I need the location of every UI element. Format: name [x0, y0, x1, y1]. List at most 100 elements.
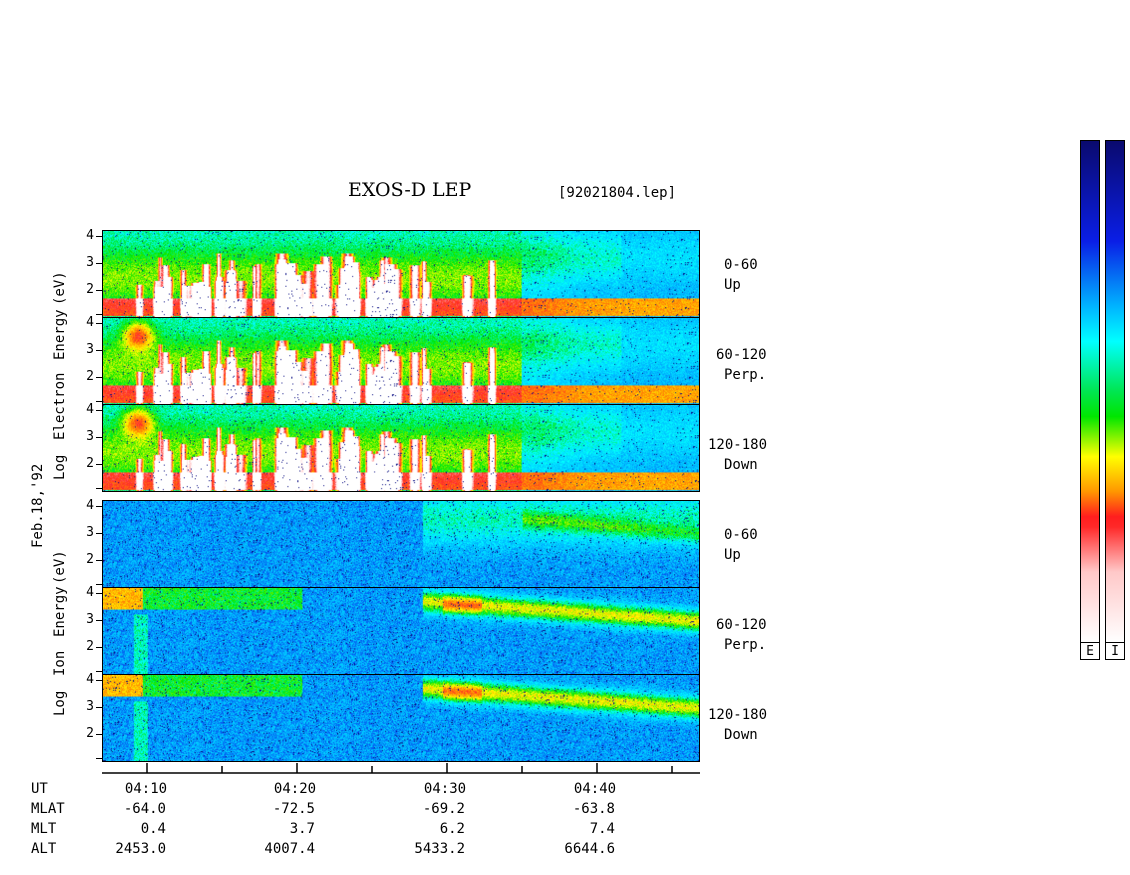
- y-tick-label: 4: [86, 315, 94, 330]
- y-tick-mark: [96, 533, 102, 534]
- colorbar-label-i: I: [1105, 642, 1125, 660]
- mlat-value-3: -69.2: [422, 801, 465, 817]
- y-tick-label: 4: [86, 672, 94, 687]
- y-tick-label: 2: [86, 282, 94, 297]
- panel-4-direction: Up: [724, 547, 741, 563]
- row-label-alt: ALT: [31, 841, 57, 857]
- y-tick-label: 2: [86, 726, 94, 741]
- ion-colorbar: [1105, 140, 1125, 643]
- row-label-mlt: MLT: [31, 821, 57, 837]
- date-label: Feb.18,'92: [30, 463, 46, 548]
- y-tick-mark: [96, 671, 102, 672]
- ut-value-3: 04:30: [423, 781, 467, 797]
- y-tick-mark: [96, 488, 102, 489]
- alt-value-1: 2453.0: [115, 841, 166, 857]
- electron-down-spectrogram: [103, 405, 699, 491]
- ion-ylabel-log: Log: [52, 690, 68, 716]
- ut-value-4: 04:40: [573, 781, 617, 797]
- electron-ylabel-unit: (eV): [52, 271, 68, 305]
- y-tick-label: 3: [86, 525, 94, 540]
- ion-ylabel-ion: Ion: [52, 650, 68, 676]
- y-tick-mark: [96, 464, 102, 465]
- y-tick-label: 4: [86, 498, 94, 513]
- y-tick-label: 2: [86, 369, 94, 384]
- mlt-value-2: 3.7: [289, 821, 315, 837]
- electron-ylabel-log: Log: [52, 454, 68, 480]
- y-tick-mark: [96, 290, 102, 291]
- y-tick-mark: [96, 647, 102, 648]
- y-tick-mark: [96, 506, 102, 507]
- ion-up-panel: [102, 500, 700, 588]
- electron-ylabel-electron: Electron: [52, 372, 68, 440]
- y-tick-mark: [96, 593, 102, 594]
- y-tick-mark: [96, 263, 102, 264]
- panel-1-direction: Up: [724, 277, 741, 293]
- panel-2-pitch: 60-120: [716, 347, 767, 363]
- y-tick-mark: [96, 584, 102, 585]
- file-name: [92021804.lep]: [558, 185, 677, 201]
- y-tick-mark: [96, 620, 102, 621]
- panel-5-direction: Perp.: [724, 637, 767, 653]
- y-tick-mark: [96, 323, 102, 324]
- y-tick-mark: [96, 350, 102, 351]
- y-tick-label: 2: [86, 552, 94, 567]
- y-tick-mark: [96, 707, 102, 708]
- panel-3-direction: Down: [724, 457, 758, 473]
- y-tick-label: 2: [86, 456, 94, 471]
- y-tick-mark: [96, 314, 102, 315]
- panel-2-direction: Perp.: [724, 367, 767, 383]
- ion-ylabel-energy: Energy: [52, 586, 68, 637]
- ion-down-spectrogram: [103, 675, 699, 761]
- row-label-mlat: MLAT: [31, 801, 65, 817]
- y-tick-label: 4: [86, 585, 94, 600]
- ut-value-2: 04:20: [273, 781, 317, 797]
- y-tick-label: 3: [86, 255, 94, 270]
- y-tick-mark: [96, 410, 102, 411]
- y-tick-mark: [96, 560, 102, 561]
- y-tick-label: 3: [86, 612, 94, 627]
- panel-5-pitch: 60-120: [716, 617, 767, 633]
- panel-6-pitch: 120-180: [708, 707, 768, 723]
- row-label-ut: UT: [31, 781, 48, 797]
- y-tick-label: 3: [86, 342, 94, 357]
- alt-value-2: 4007.4: [264, 841, 315, 857]
- electron-up-spectrogram: [103, 231, 699, 317]
- ut-value-1: 04:10: [124, 781, 168, 797]
- mlt-value-1: 0.4: [140, 821, 166, 837]
- y-tick-mark: [96, 401, 102, 402]
- electron-ylabel-energy: Energy: [52, 309, 68, 360]
- time-axis-ticks: [146, 763, 673, 773]
- ion-up-spectrogram: [103, 501, 699, 587]
- mlt-value-4: 7.4: [589, 821, 615, 837]
- electron-perp-spectrogram: [103, 318, 699, 404]
- electron-down-panel: [102, 404, 700, 492]
- mlt-value-3: 6.2: [439, 821, 465, 837]
- ion-perp-panel: [102, 587, 700, 675]
- mlat-value-4: -63.8: [572, 801, 615, 817]
- ion-perp-spectrogram: [103, 588, 699, 674]
- y-tick-mark: [96, 680, 102, 681]
- panel-4-pitch: 0-60: [724, 527, 758, 543]
- ion-down-panel: [102, 674, 700, 762]
- alt-value-4: 6644.6: [564, 841, 615, 857]
- y-tick-mark: [96, 437, 102, 438]
- y-tick-mark: [96, 758, 102, 759]
- panel-1-pitch: 0-60: [724, 257, 758, 273]
- y-tick-label: 2: [86, 639, 94, 654]
- y-tick-mark: [96, 377, 102, 378]
- panel-3-pitch: 120-180: [708, 437, 768, 453]
- y-tick-label: 4: [86, 228, 94, 243]
- colorbar-label-e: E: [1080, 642, 1100, 660]
- y-tick-mark: [96, 236, 102, 237]
- electron-up-panel: [102, 230, 700, 318]
- y-tick-label: 3: [86, 699, 94, 714]
- mlat-value-2: -72.5: [272, 801, 315, 817]
- ion-ylabel-unit: (eV): [52, 550, 68, 584]
- panel-6-direction: Down: [724, 727, 758, 743]
- time-axis: [102, 763, 700, 774]
- y-tick-mark: [96, 734, 102, 735]
- electron-perp-panel: [102, 317, 700, 405]
- mlat-value-1: -64.0: [123, 801, 166, 817]
- alt-value-3: 5433.2: [414, 841, 465, 857]
- chart-title: EXOS-D LEP: [348, 179, 472, 201]
